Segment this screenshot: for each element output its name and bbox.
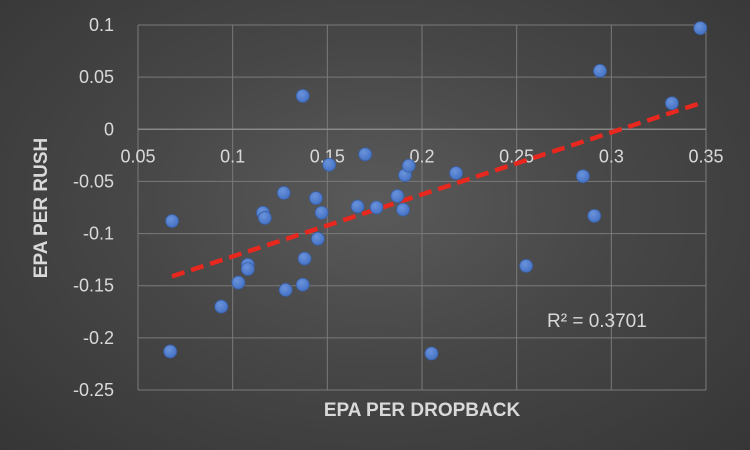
y-tick-label: 0.05 xyxy=(79,67,114,87)
y-tick-label: -0.2 xyxy=(83,328,114,348)
data-point xyxy=(297,251,312,266)
data-point xyxy=(593,63,607,78)
data-point xyxy=(519,258,534,273)
data-point xyxy=(295,277,310,292)
x-tick-label: 0.35 xyxy=(688,146,723,166)
data-point xyxy=(163,344,178,359)
data-point xyxy=(369,200,384,215)
y-tick-labels: 0.1 0.05 0 -0.05 -0.1 -0.15 -0.2 -0.25 xyxy=(73,15,114,400)
trendline-line xyxy=(171,101,702,279)
data-point xyxy=(322,157,337,172)
data-point xyxy=(214,299,229,314)
data-point xyxy=(350,199,365,214)
x-tick-labels: 0.05 0.1 0.15 0.2 0.25 0.3 0.35 xyxy=(120,146,723,166)
data-point xyxy=(257,211,272,225)
y-tick-label: -0.25 xyxy=(73,380,114,400)
y-tick-label: -0.05 xyxy=(73,171,114,191)
data-point xyxy=(358,147,373,162)
data-point xyxy=(665,96,679,111)
data-point xyxy=(449,166,463,180)
data-point xyxy=(424,346,439,361)
x-tick-label: 0.1 xyxy=(220,146,245,166)
trendline xyxy=(171,101,702,279)
data-point xyxy=(401,158,416,173)
x-tick-label: 0.2 xyxy=(409,146,434,166)
data-point xyxy=(278,282,293,297)
data-points xyxy=(163,21,708,361)
x-axis-title: EPA PER DROPBACK xyxy=(324,400,521,421)
y-axis-title: EPA PER RUSH xyxy=(31,138,52,278)
x-tick-label: 0.15 xyxy=(310,146,345,166)
data-point xyxy=(314,205,329,220)
data-point xyxy=(295,89,310,103)
y-tick-label: 0 xyxy=(104,119,114,139)
data-point xyxy=(165,214,179,228)
r-squared-label: R² = 0.3701 xyxy=(547,311,647,332)
y-tick-label: 0.1 xyxy=(89,15,114,35)
x-tick-label: 0.05 xyxy=(120,146,155,166)
data-point xyxy=(310,231,325,246)
y-tick-label: -0.15 xyxy=(73,276,114,296)
data-point xyxy=(309,191,323,206)
data-point xyxy=(576,169,590,184)
x-tick-label: 0.3 xyxy=(599,146,624,166)
y-tick-label: -0.1 xyxy=(83,224,114,244)
data-point xyxy=(390,189,405,203)
data-point xyxy=(587,208,602,223)
data-point xyxy=(396,202,410,217)
data-point xyxy=(693,21,708,36)
data-point xyxy=(240,262,255,276)
data-point xyxy=(276,185,291,200)
data-point xyxy=(231,275,246,290)
grid-lines xyxy=(137,24,707,391)
